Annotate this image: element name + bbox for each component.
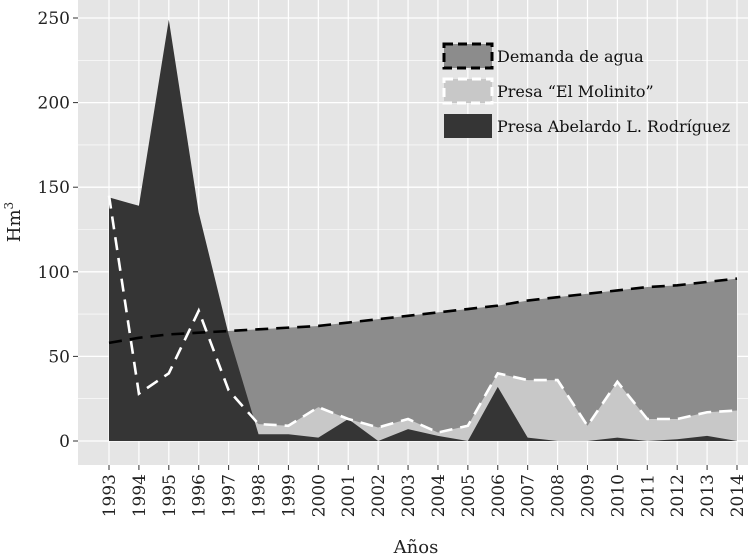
series-lines <box>107 195 738 434</box>
x-tick-label: 2003 <box>399 474 419 517</box>
y-tick-label: 150 <box>38 178 70 198</box>
x-tick-label: 1997 <box>220 474 240 517</box>
y-axis: 0 50 100 150 200 250 <box>38 9 78 452</box>
y-tick-label: 250 <box>38 9 70 29</box>
legend-key <box>442 77 494 105</box>
x-tick-label: 1996 <box>190 474 210 517</box>
y-tick-label: 50 <box>48 347 70 367</box>
area-presa-abelardo <box>109 19 737 442</box>
legend-label: Demanda de agua <box>497 47 644 66</box>
x-tick-label: 2001 <box>339 474 359 517</box>
area-demanda-de-agua <box>109 278 737 441</box>
line-demanda-de-agua <box>108 277 738 345</box>
x-tick-label: 2002 <box>369 474 389 517</box>
legend-label: Presa “El Molinito” <box>497 82 654 101</box>
x-tick-label: 2007 <box>519 474 539 517</box>
x-axis-title: Años <box>393 537 439 557</box>
x-tick-label: 2008 <box>549 474 569 517</box>
x-tick-label: 1993 <box>100 474 120 517</box>
x-tick-label: 2014 <box>728 474 748 517</box>
line-presa-el-molinito <box>107 195 738 434</box>
series-areas <box>109 19 737 442</box>
legend: Demanda de agua Presa “El Molinito” Presa … <box>442 42 730 138</box>
y-tick-label: 100 <box>38 263 70 283</box>
y-axis-title: Hm3 <box>2 202 25 242</box>
x-axis: 1993 1994 1995 1996 1997 1998 1999 2000 2001 2002… <box>100 465 748 517</box>
x-tick-label: 1994 <box>130 474 150 517</box>
y-tick-label: 200 <box>38 94 70 114</box>
x-tick-label: 1995 <box>160 474 180 517</box>
x-tick-label: 1999 <box>279 474 299 517</box>
x-tick-label: 2004 <box>429 474 449 517</box>
legend-label: Presa Abelardo L. Rodríguez <box>497 117 730 136</box>
x-tick-label: 2009 <box>578 474 598 517</box>
legend-key <box>442 42 494 70</box>
x-tick-label: 2006 <box>489 474 509 517</box>
y-tick-label: 0 <box>59 432 70 452</box>
x-tick-label: 2005 <box>459 474 479 517</box>
legend-key <box>444 114 492 138</box>
x-tick-label: 2013 <box>698 474 718 517</box>
x-tick-label: 2010 <box>608 474 628 517</box>
x-tick-label: 2000 <box>309 474 329 517</box>
x-tick-label: 2012 <box>668 474 688 517</box>
x-tick-label: 2011 <box>638 474 658 517</box>
x-tick-label: 1998 <box>250 474 270 517</box>
